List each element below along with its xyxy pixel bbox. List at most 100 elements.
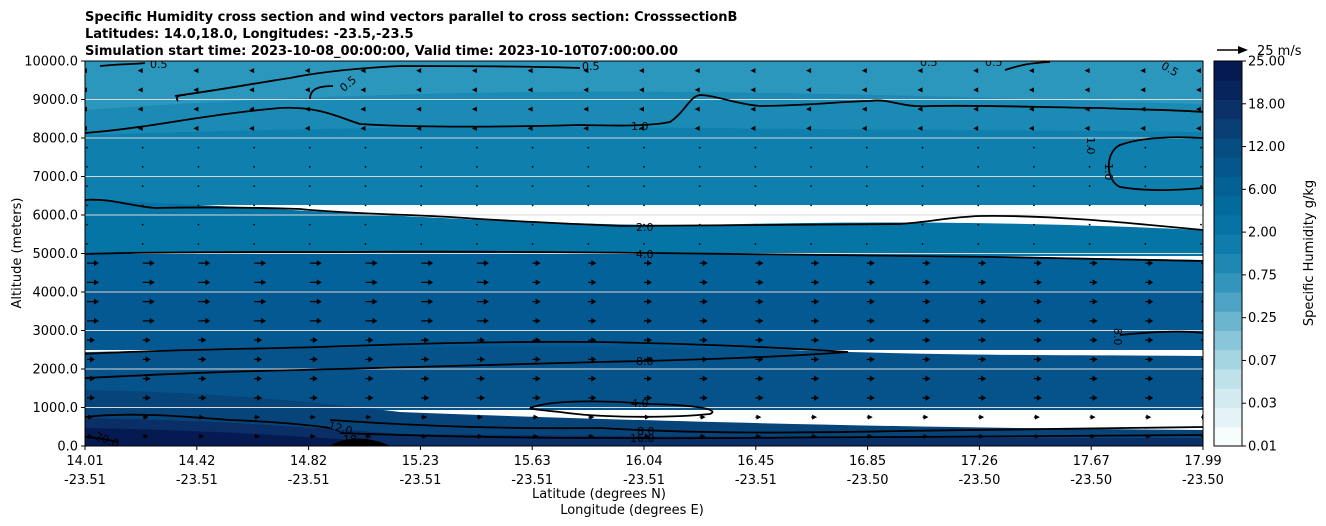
wind-vector	[198, 260, 211, 267]
wind-vector	[1033, 185, 1035, 188]
wind-vector	[198, 433, 205, 439]
wind-vector	[309, 279, 322, 286]
wind-vector	[527, 87, 533, 93]
wind-vector	[644, 375, 652, 382]
colorbar-tick-label: 12.00	[1248, 140, 1285, 155]
wind-vector	[141, 242, 144, 245]
wind-vector	[922, 279, 931, 286]
wind-vector	[754, 223, 757, 226]
wind-vector	[253, 185, 256, 188]
wind-vector	[304, 68, 310, 74]
wind-vector	[977, 165, 980, 168]
x-tick-label-latitude: 14.01	[66, 454, 103, 469]
wind-vector	[1033, 394, 1042, 401]
wind-vector	[977, 223, 980, 226]
wind-vector	[193, 125, 199, 131]
wind-vector	[921, 146, 924, 149]
contour-lines	[85, 61, 1203, 443]
wind-vector	[308, 242, 311, 245]
wind-vector	[1196, 87, 1201, 93]
wind-vector	[86, 185, 88, 188]
wind-vector	[197, 146, 200, 149]
colorbar-tick-label: 0.07	[1248, 354, 1277, 369]
wind-vector	[588, 394, 597, 401]
wind-vector	[142, 260, 155, 267]
colorbar-segment	[1214, 369, 1242, 389]
wind-vector	[198, 356, 207, 363]
wind-vector	[1033, 433, 1040, 439]
wind-vector	[87, 375, 95, 382]
wind-vector	[421, 298, 434, 305]
wind-vector	[254, 337, 263, 344]
wind-vector	[588, 317, 597, 324]
colorbar-segment	[1214, 253, 1242, 274]
wind-vector	[643, 223, 645, 226]
x-tick-label-latitude: 14.82	[290, 454, 327, 469]
wind-vector	[365, 433, 372, 439]
wind-vector	[755, 317, 764, 324]
contour-8p0-lower	[85, 340, 849, 379]
colorbar-segment	[1214, 80, 1242, 100]
wind-vector	[1089, 279, 1098, 286]
wind-vector	[1200, 146, 1202, 149]
wind-vector	[308, 146, 311, 149]
wind-vector	[197, 165, 200, 168]
x-tick-label-latitude: 15.23	[402, 454, 439, 469]
wind-vector	[1088, 185, 1091, 188]
wind-vector	[917, 87, 923, 93]
wind-vector	[421, 375, 430, 382]
wind-vector	[750, 87, 756, 93]
wind-vector	[699, 337, 708, 344]
wind-vector	[811, 356, 820, 363]
band-20	[85, 428, 380, 446]
wind-vector	[1145, 260, 1154, 267]
wind-vector	[253, 204, 256, 207]
wind-vector	[1033, 356, 1042, 363]
wind-vector	[866, 279, 875, 286]
wind-vector	[922, 414, 929, 420]
wind-vector	[137, 125, 143, 131]
wind-vector	[249, 87, 255, 93]
wind-vector	[811, 433, 818, 439]
wind-vector	[811, 337, 820, 344]
wind-vector	[254, 394, 263, 401]
wind-vector	[476, 146, 478, 149]
wind-vector	[810, 185, 812, 188]
wind-vector	[917, 68, 923, 74]
wind-vector	[921, 223, 924, 226]
wind-vector	[1201, 414, 1203, 420]
wind-vector	[253, 146, 256, 149]
wind-vector	[866, 260, 875, 267]
wind-vector	[755, 375, 764, 382]
wind-vector	[1028, 106, 1034, 112]
wind-vector	[141, 146, 144, 149]
wind-vector	[420, 204, 423, 207]
wind-vector	[644, 394, 652, 401]
wind-vector	[1088, 242, 1091, 245]
wind-vector	[583, 106, 589, 112]
wind-vector	[304, 106, 310, 112]
wind-vector	[532, 356, 541, 363]
wind-vector	[1196, 125, 1201, 131]
wind-vector	[471, 87, 477, 93]
wind-vector	[583, 68, 589, 74]
wind-vector	[421, 260, 434, 267]
wind-vector	[699, 298, 708, 305]
wind-vector	[254, 433, 261, 439]
colorbar-segment	[1214, 176, 1242, 197]
wind-vector	[365, 356, 374, 363]
wind-vector	[810, 223, 812, 226]
wind-vector	[86, 242, 88, 245]
colorbar: 0.01 0.03 0.07 0.25 0.75 2.00 6.00 12.00 18.00 25…	[1213, 55, 1285, 455]
x-tick-label-longitude: -23.51	[511, 473, 553, 488]
wind-vector	[977, 185, 980, 188]
wind-vector	[531, 185, 534, 188]
wind-vector	[198, 298, 211, 305]
wind-vector	[137, 68, 143, 74]
wind-vector	[588, 414, 595, 420]
wind-vector	[365, 317, 378, 324]
wind-vector	[643, 146, 645, 149]
wind-vector	[1033, 375, 1042, 382]
wind-vector	[588, 433, 595, 439]
wind-vector	[1145, 414, 1152, 420]
